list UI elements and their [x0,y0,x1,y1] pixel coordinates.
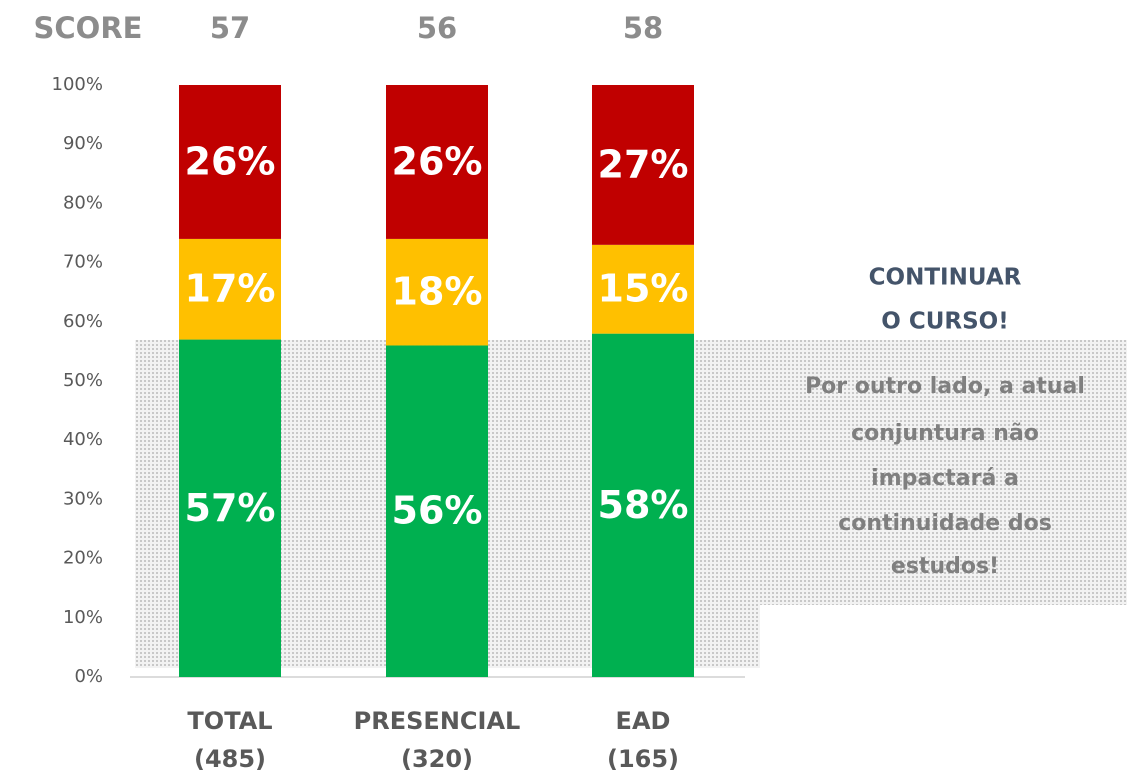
value-label: 18% [392,270,483,314]
score-value: 56 [417,11,457,45]
bar-segment [386,238,488,346]
value-label: 26% [185,139,276,183]
x-tick-count: (165) [607,745,679,773]
score-value: 58 [623,11,663,45]
y-tick-label: 70% [63,252,103,273]
x-tick-label: TOTAL [187,707,272,735]
bar-segment [179,238,281,340]
y-tick-label: 0% [74,666,103,687]
bar-segment [592,85,694,245]
bar-segment [592,244,694,334]
y-tick-label: 80% [63,192,103,213]
x-tick-count: (485) [194,745,266,773]
y-tick-label: 90% [63,133,103,154]
y-tick-label: 60% [63,311,103,332]
value-label: 15% [598,267,689,311]
value-label: 56% [392,489,483,533]
bar-segment [386,85,488,239]
annotation-body: Por outro lado, a atual [805,374,1085,399]
x-tick-label: PRESENCIAL [354,707,521,735]
value-label: 27% [598,142,689,186]
x-tick-label: EAD [616,707,671,735]
bar-segment [179,85,281,239]
y-tick-label: 40% [63,429,103,450]
annotation-body: estudos! [891,554,999,579]
score-value: 57 [210,11,250,45]
y-tick-label: 20% [63,548,103,569]
value-label: 57% [185,486,276,530]
annotation-body: conjuntura não [851,421,1039,446]
value-label: 26% [392,139,483,183]
bar-segment [592,333,694,677]
bar-segment [179,339,281,677]
score-label: SCORE [34,11,143,45]
value-label: 17% [185,267,276,311]
bar-segment [386,345,488,677]
x-tick-count: (320) [401,745,473,773]
y-tick-label: 100% [52,74,103,95]
y-tick-label: 50% [63,370,103,391]
y-tick-label: 30% [63,488,103,509]
annotation-body: continuidade dos [838,511,1052,536]
annotation-title: O CURSO! [881,309,1008,335]
value-label: 58% [598,483,689,527]
annotation-title: CONTINUAR [869,265,1022,291]
annotation-body: impactará a [871,466,1019,491]
y-tick-label: 10% [63,607,103,628]
